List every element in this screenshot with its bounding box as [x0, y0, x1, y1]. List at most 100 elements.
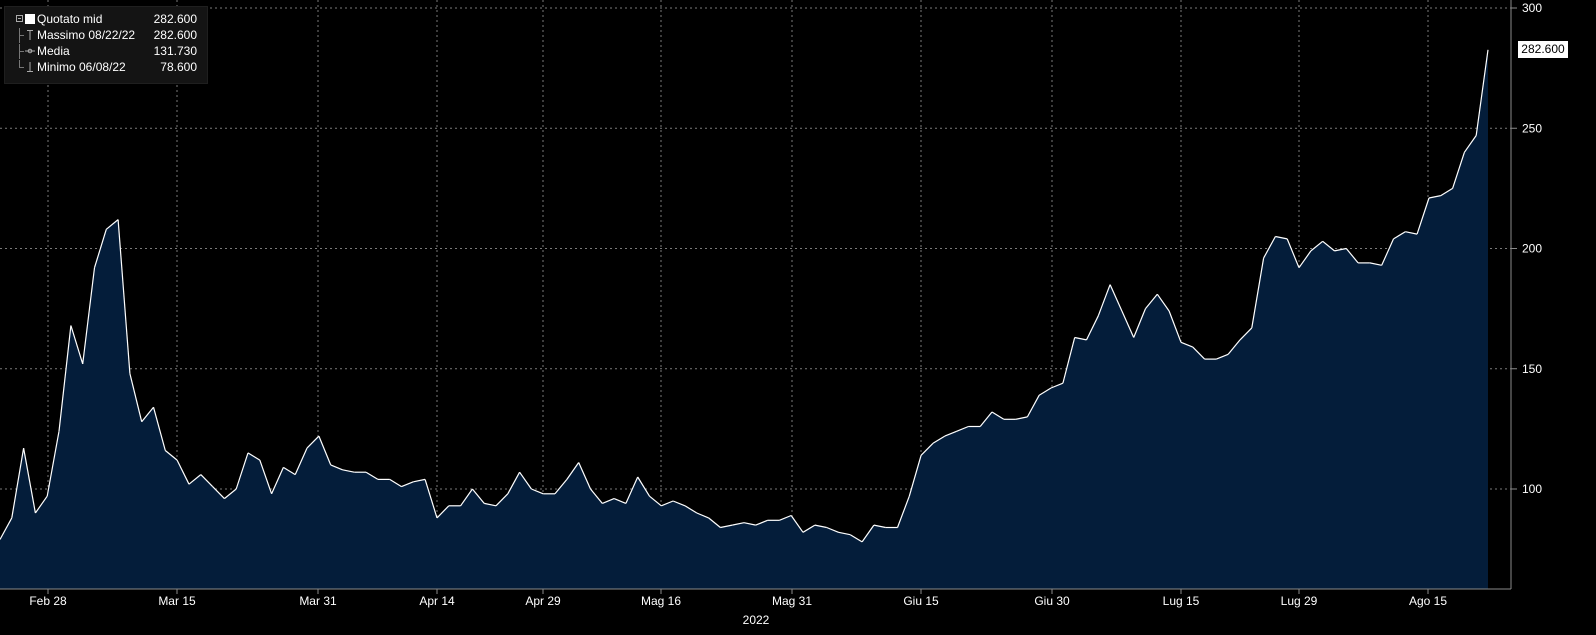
series-points — [0, 49, 1489, 543]
series-line-segment — [1216, 353, 1229, 360]
series-line-segment — [873, 524, 886, 529]
series-line-segment — [46, 431, 60, 497]
series-line-segment — [554, 479, 568, 495]
series-line-segment — [979, 411, 993, 427]
series-line-segment — [259, 459, 273, 494]
max-marker-icon — [27, 30, 33, 40]
x-tick-label: Apr 29 — [525, 594, 561, 608]
series-line-segment — [164, 450, 178, 461]
series-line-segment — [11, 447, 25, 519]
series-line-segment — [991, 411, 1005, 420]
series-line-segment — [790, 515, 804, 533]
series-line-segment — [1263, 236, 1276, 259]
series-line-segment — [672, 500, 686, 507]
collapse-icon[interactable] — [16, 15, 23, 22]
tree-line-icon — [19, 60, 20, 68]
series-line-segment — [152, 407, 166, 451]
series-line-segment — [649, 495, 662, 507]
series-line-segment — [93, 229, 107, 268]
legend-value: 78.600 — [160, 60, 197, 74]
series-line-segment — [1050, 382, 1064, 389]
series-line-segment — [826, 526, 839, 533]
legend-item-media[interactable]: Media 131.730 — [5, 44, 203, 59]
series-line-segment — [0, 517, 13, 540]
x-tick-label: Lug 15 — [1163, 594, 1200, 608]
legend-item-minimo[interactable]: Minimo 06/08/22 78.600 — [5, 60, 203, 75]
series-line-segment — [342, 469, 355, 473]
series-line-segment — [1463, 135, 1477, 153]
legend-label: Media — [37, 44, 70, 58]
series-line-segment — [613, 498, 627, 504]
series-line-segment — [424, 479, 438, 519]
series-line-segment — [661, 500, 674, 507]
series-line-segment — [637, 476, 651, 497]
series-line-segment — [365, 471, 379, 480]
series-line-segment — [1239, 327, 1253, 341]
series-line-segment — [1286, 238, 1300, 268]
y-tick-label: 150 — [1522, 362, 1542, 376]
x-tick-label: Ago 15 — [1409, 594, 1447, 608]
series-line-segment — [1121, 310, 1135, 338]
x-axis-ticks: Feb 28 Mar 15 Mar 31 Apr 14 Apr 29 Mag 16 Mag … — [29, 589, 1447, 608]
series-line-segment — [1275, 235, 1288, 240]
series-line-segment — [1227, 339, 1241, 355]
series-line-segment — [519, 471, 532, 490]
series-line-segment — [531, 488, 544, 495]
series-line-segment — [294, 447, 308, 475]
x-tick-label: Giu 15 — [903, 594, 939, 608]
legend-value: 282.600 — [153, 28, 197, 42]
series-line-segment — [1428, 195, 1441, 199]
series-line-segment — [802, 524, 816, 533]
series-line-segment — [82, 267, 96, 364]
series-line-segment — [1416, 197, 1430, 235]
series-line-segment — [23, 447, 36, 514]
series-line-segment — [235, 452, 249, 490]
x-tick-label: Mag 31 — [772, 594, 812, 608]
series-line-segment — [920, 442, 934, 456]
legend-mean-icon — [11, 44, 35, 59]
series-line-segment — [283, 466, 296, 476]
series-line-segment — [1097, 284, 1111, 317]
series-line-segment — [1334, 247, 1347, 252]
series-line-segment — [212, 486, 225, 500]
series-line-segment — [495, 493, 509, 507]
legend-label: Minimo 06/08/22 — [37, 60, 126, 74]
legend-item-massimo[interactable]: Massimo 08/22/22 282.600 — [5, 28, 203, 43]
series-line-segment — [755, 519, 768, 526]
series-line-segment — [1251, 257, 1265, 329]
legend-value: 131.730 — [153, 44, 197, 58]
legend: Quotato mid 282.600 Massimo 08/22/22 282… — [4, 6, 208, 84]
x-tick-label: Feb 28 — [29, 594, 67, 608]
series-area-fill — [0, 49, 1488, 590]
series-line-segment — [932, 435, 946, 444]
x-tick-label: Mag 16 — [641, 594, 681, 608]
tree-branch-icon — [19, 67, 24, 68]
legend-label: Massimo 08/22/22 — [37, 28, 136, 42]
series-line-segment — [1475, 49, 1489, 136]
series-line-segment — [1145, 293, 1158, 309]
series-line-segment — [1310, 240, 1324, 252]
series-line-segment — [141, 406, 154, 423]
y-tick-label: 300 — [1522, 1, 1542, 15]
series-line-segment — [389, 478, 402, 488]
series-line-segment — [944, 430, 957, 437]
x-tick-label: Mar 31 — [299, 594, 337, 608]
series-line-segment — [413, 478, 426, 483]
series-line-segment — [1133, 308, 1147, 338]
series-line-segment — [70, 325, 84, 365]
series-line-segment — [908, 455, 922, 497]
series-line-segment — [708, 517, 721, 528]
series-line-segment — [1393, 231, 1406, 240]
series-line-segment — [956, 425, 969, 432]
series-line-segment — [1381, 238, 1395, 266]
series-line-segment — [1015, 416, 1028, 420]
x-tick-label: Giu 30 — [1034, 594, 1070, 608]
tree-branch-icon — [19, 51, 24, 52]
y-tick-label: 100 — [1522, 482, 1542, 496]
legend-item-quotato-mid[interactable]: Quotato mid 282.600 — [5, 12, 203, 27]
series-line-segment — [732, 522, 745, 526]
last-value-tag: 282.600 — [1518, 41, 1568, 58]
series-line-segment — [34, 495, 48, 514]
axes — [0, 0, 1512, 590]
